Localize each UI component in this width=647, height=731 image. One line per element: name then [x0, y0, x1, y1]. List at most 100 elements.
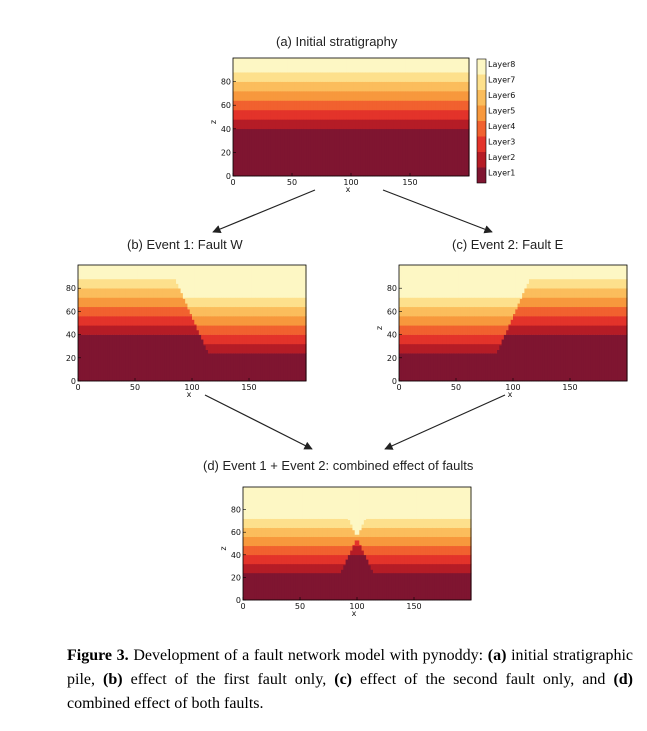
layer-cell — [338, 563, 342, 574]
layer-cell — [369, 91, 373, 101]
layer-cell — [381, 81, 385, 92]
layer-cell — [524, 306, 528, 317]
layer-cell — [240, 100, 244, 111]
layer-cell — [445, 119, 449, 130]
layer-cell — [617, 297, 621, 308]
layer-cell — [180, 297, 184, 308]
layer-cell — [613, 297, 617, 308]
layer-cell — [107, 316, 111, 326]
layer-cell — [492, 297, 496, 308]
layer-cell — [84, 278, 88, 289]
layer-cell — [130, 288, 134, 298]
layer-cell — [301, 265, 305, 298]
layer-cell — [114, 316, 118, 326]
layer-cell — [105, 297, 109, 308]
layer-cell — [354, 534, 358, 538]
layer-cell — [267, 334, 271, 345]
layer-cell — [256, 91, 260, 101]
layer-cell — [306, 72, 310, 82]
layer-cell — [201, 306, 204, 317]
layer-cell — [270, 572, 274, 601]
layer-cell — [379, 100, 383, 111]
layer-cell — [164, 325, 168, 335]
layer-cell — [459, 119, 463, 130]
layer-cell — [540, 288, 544, 298]
layer-cell — [89, 297, 93, 308]
layer-cell — [243, 545, 246, 556]
layer-cell — [164, 297, 168, 308]
layer-cell — [358, 128, 362, 177]
layer-cell — [457, 91, 461, 101]
layer-cell — [207, 316, 211, 326]
layer-cell — [258, 563, 262, 574]
y-tick-label: 20 — [66, 354, 76, 363]
layer-cell — [286, 536, 290, 547]
layer-cell — [447, 81, 451, 92]
layer-cell — [410, 128, 413, 177]
layer-cell — [296, 306, 300, 317]
layer-cell — [334, 119, 338, 130]
layer-cell — [348, 100, 352, 111]
layer-cell — [510, 306, 514, 317]
layer-cell — [251, 353, 255, 382]
layer-cell — [565, 334, 569, 382]
layer-cell — [325, 109, 328, 120]
layer-cell — [448, 487, 452, 519]
layer-cell — [556, 288, 560, 298]
layer-cell — [277, 119, 281, 130]
layer-cell — [361, 550, 365, 556]
layer-cell — [235, 334, 239, 345]
layer-cell — [592, 265, 596, 280]
layer-cell — [428, 119, 432, 130]
layer-cell — [585, 325, 589, 335]
layer-cell — [435, 119, 439, 130]
layer-cell — [419, 119, 423, 130]
layer-cell — [313, 58, 317, 73]
layer-cell — [443, 81, 446, 92]
layer-cell — [399, 316, 402, 326]
layer-cell — [431, 91, 435, 101]
layer-cell — [581, 316, 585, 326]
layer-cell — [192, 319, 195, 326]
layer-cell — [398, 100, 402, 111]
layer-cell — [109, 288, 113, 298]
layer-cell — [432, 487, 436, 519]
layer-cell — [194, 316, 198, 325]
layer-cell — [407, 487, 411, 519]
layer-cell — [293, 487, 297, 519]
layer-cell — [408, 353, 411, 382]
layer-cell — [595, 265, 598, 280]
layer-cell — [490, 343, 494, 354]
layer-cell — [407, 527, 411, 538]
layer-cell — [408, 297, 411, 308]
layer-cell — [430, 265, 434, 298]
layer-cell — [592, 278, 596, 289]
layer-cell — [429, 518, 433, 528]
layer-cell — [207, 353, 211, 382]
layer-cell — [249, 334, 252, 345]
layer-cell — [278, 316, 282, 326]
layer-cell — [454, 58, 458, 73]
layer-cell — [430, 316, 434, 326]
layer-cell — [437, 325, 441, 335]
layer-cell — [78, 288, 81, 298]
layer-cell — [558, 334, 562, 382]
layer-cell — [189, 334, 193, 382]
layer-cell — [487, 306, 491, 317]
layer-cell — [499, 306, 503, 317]
layer-cell — [310, 119, 314, 130]
layer-cell — [272, 536, 276, 547]
caption-text-2: initial stratigraphic pile, — [67, 647, 634, 688]
legend-label: Layer8 — [488, 60, 515, 69]
layer-cell — [478, 334, 482, 345]
layer-cell — [164, 278, 168, 289]
legend-swatch — [477, 105, 486, 121]
layer-cell — [135, 278, 138, 289]
layer-cell — [243, 536, 246, 547]
layer-cell — [438, 72, 442, 82]
layer-cell — [468, 527, 472, 538]
layer-cell — [214, 265, 218, 298]
layer-cell — [358, 100, 362, 111]
layer-cell — [114, 334, 118, 382]
layer-cell — [400, 554, 404, 565]
